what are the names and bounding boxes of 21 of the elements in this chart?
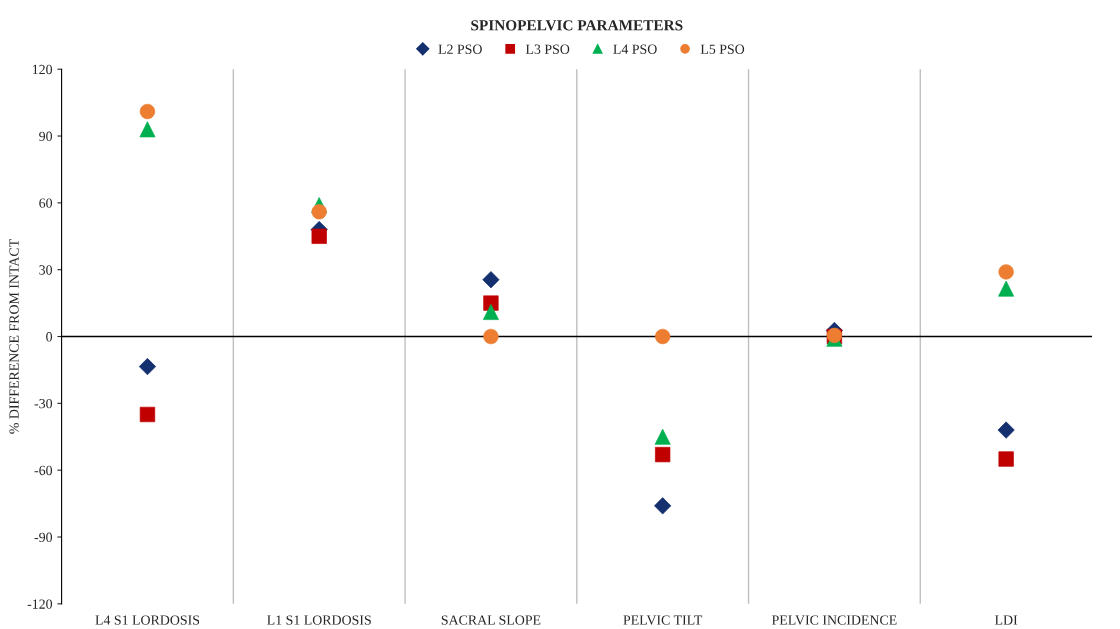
legend-label: L5 PSO <box>700 44 745 54</box>
x-tick-label: PELVIC TILT <box>623 615 703 625</box>
x-tick-label: LDI <box>994 615 1018 625</box>
legend-label: L2 PSO <box>438 44 482 54</box>
y-tick-label: 60 <box>39 198 53 208</box>
chart-title: SPINOPELVIC PARAMETERS <box>471 20 683 31</box>
y-tick-label: 90 <box>39 131 53 141</box>
y-tick-label: 30 <box>39 265 53 275</box>
y-tick-label: -30 <box>34 398 53 409</box>
y-tick-label: 0 <box>46 332 53 342</box>
legend-label: L3 PSO <box>525 44 570 54</box>
legend-label: L4 PSO <box>613 44 657 54</box>
y-tick-label: -120 <box>27 599 53 609</box>
y-tick-label: -90 <box>34 532 53 542</box>
y-tick-label: -60 <box>34 465 53 476</box>
y-axis-title: % DIFFERENCE FROM INTACT <box>9 239 19 434</box>
y-tick-label: 120 <box>32 64 53 75</box>
x-tick-label: SACRAL SLOPE <box>441 615 541 625</box>
x-tick-label: L4 S1 LORDOSIS <box>95 615 200 625</box>
x-tick-label: PELVIC INCIDENCE <box>771 615 897 625</box>
x-tick-label: L1 S1 LORDOSIS <box>267 615 371 625</box>
